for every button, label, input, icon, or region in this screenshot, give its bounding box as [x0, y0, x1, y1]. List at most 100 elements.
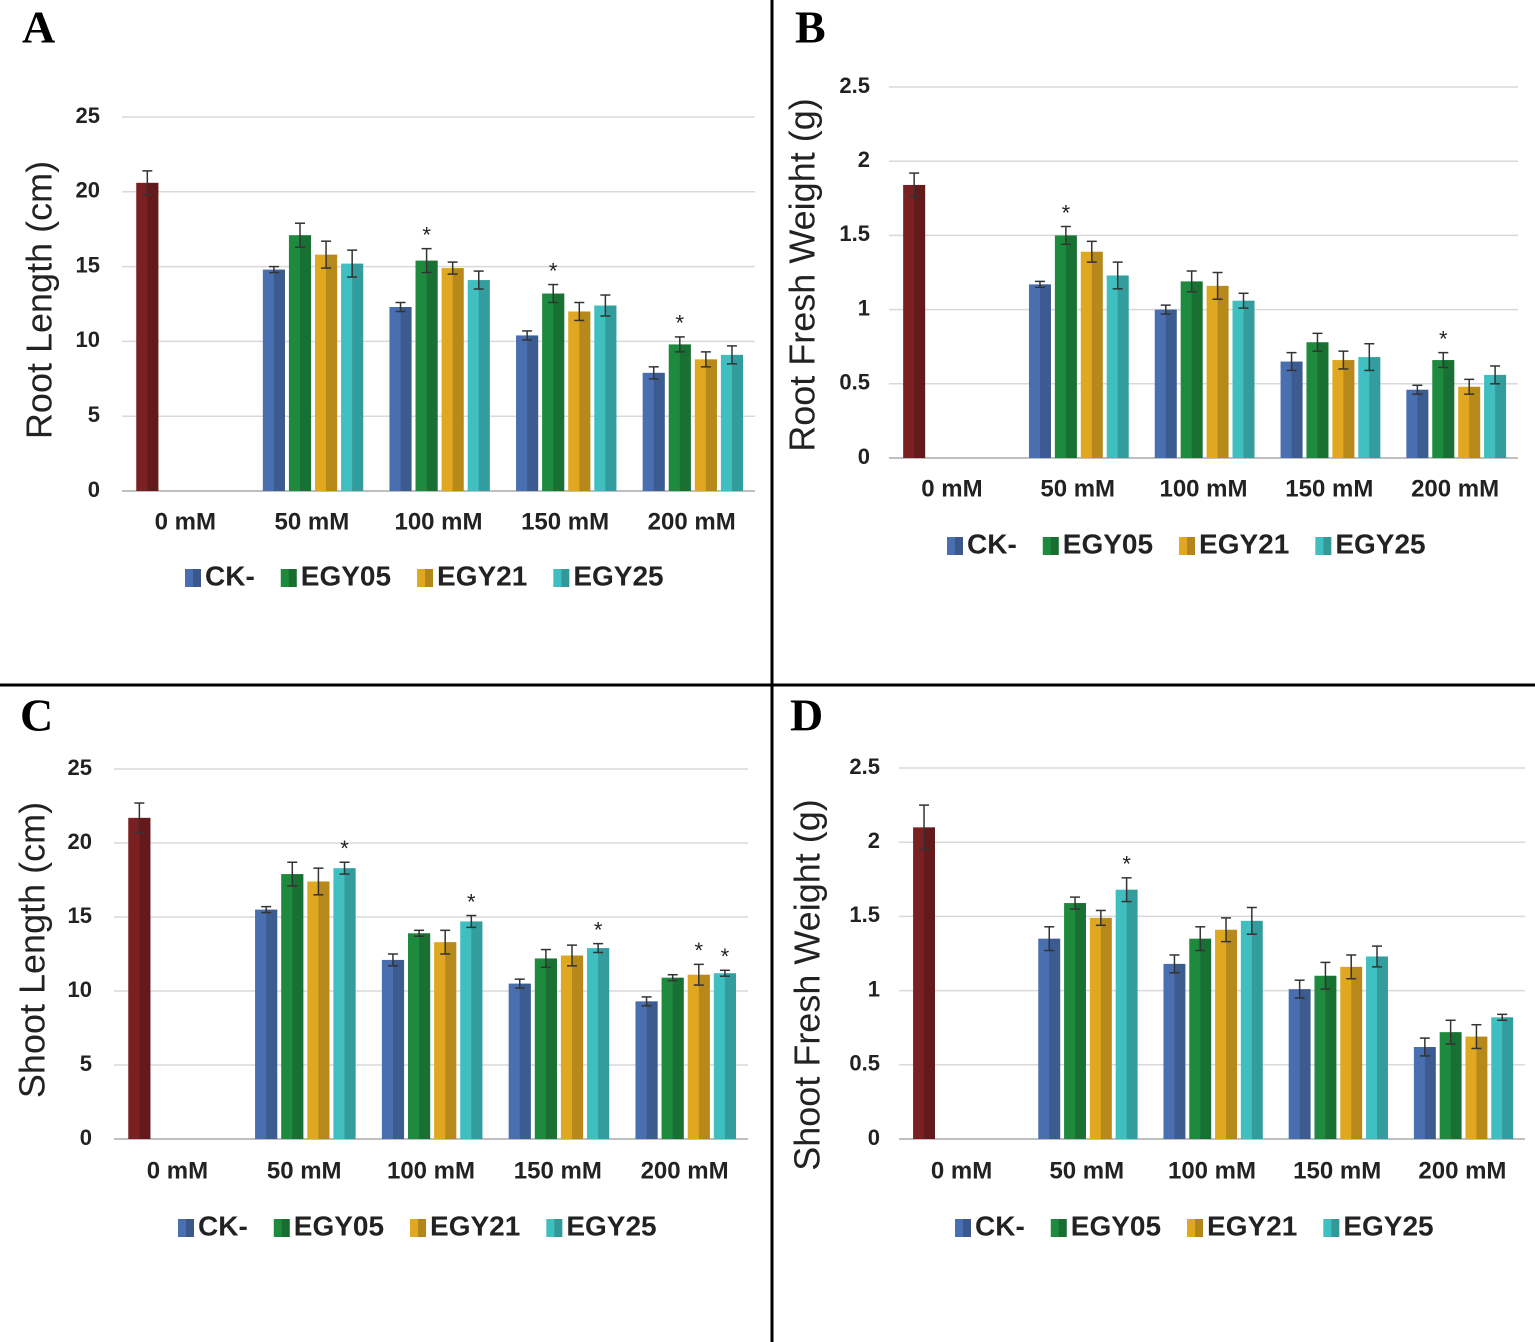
bar-shade — [579, 311, 591, 491]
bar — [136, 182, 159, 491]
bar — [1215, 929, 1237, 1139]
bar-shade — [1317, 342, 1329, 458]
bar-shade — [445, 942, 457, 1139]
bar — [687, 974, 710, 1139]
x-tick-label: 100 mM — [394, 508, 482, 535]
bar-shade — [326, 254, 338, 491]
bar — [903, 184, 926, 458]
bar-shade — [527, 335, 539, 491]
bar — [560, 955, 584, 1139]
bar-shade — [598, 948, 610, 1139]
y-tick-label: 2.5 — [839, 73, 870, 98]
bar-shade — [1174, 963, 1186, 1139]
legend-swatch-shade — [1323, 537, 1332, 555]
legend-swatch — [546, 1219, 563, 1237]
y-tick-label: 15 — [76, 252, 100, 277]
significance-marker: * — [721, 944, 730, 969]
bar — [1080, 251, 1103, 458]
bar — [720, 354, 744, 491]
bar — [1439, 1032, 1462, 1139]
y-tick-label: 1.5 — [839, 221, 870, 246]
x-tick-label: 0 mM — [921, 475, 982, 502]
bar-shade — [698, 974, 710, 1139]
bar-shade — [1039, 284, 1051, 458]
legend-swatch — [1042, 537, 1059, 555]
bar-shade — [273, 269, 285, 491]
legend-swatch-shade — [561, 569, 570, 587]
y-tick-label: 25 — [76, 103, 100, 128]
bar — [1089, 917, 1112, 1139]
x-tick-label: 50 mM — [275, 508, 350, 535]
legend-label: EGY25 — [566, 1210, 656, 1241]
bar — [694, 359, 717, 491]
y-axis-label: Root Fresh Weight (g) — [782, 98, 823, 451]
x-tick-label: 0 mM — [155, 508, 216, 535]
y-tick-label: 1.5 — [849, 902, 880, 927]
legend-label: EGY25 — [1343, 1210, 1433, 1241]
x-tick-label: 100 mM — [1159, 475, 1247, 502]
legend-label: CK- — [967, 528, 1017, 559]
bar — [1332, 360, 1355, 458]
legend-label: EGY05 — [1071, 1210, 1161, 1241]
bar — [1458, 386, 1481, 458]
legend-swatch — [185, 569, 201, 587]
bar — [1358, 357, 1381, 458]
legend-label: EGY21 — [1207, 1210, 1297, 1241]
legend-label: CK- — [198, 1210, 248, 1241]
y-tick-label: 2 — [868, 828, 880, 853]
bar-shade — [1502, 1017, 1514, 1139]
bar — [508, 983, 531, 1139]
x-tick-label: 50 mM — [267, 1157, 342, 1184]
x-tick-label: 100 mM — [1168, 1157, 1256, 1184]
significance-marker: * — [340, 836, 349, 861]
bar-shade — [1369, 357, 1381, 458]
x-tick-label: 0 mM — [931, 1157, 992, 1184]
x-tick-label: 150 mM — [1293, 1157, 1381, 1184]
legend-swatch — [553, 569, 570, 587]
legend-swatch-shade — [193, 569, 201, 587]
y-tick-label: 5 — [88, 402, 100, 427]
y-tick-label: 0 — [868, 1125, 880, 1150]
bar — [407, 933, 431, 1139]
bar-shade — [1075, 903, 1086, 1139]
bar — [568, 311, 591, 491]
bar — [661, 977, 684, 1139]
panel-letter: A — [22, 2, 55, 53]
bar-shade — [147, 182, 159, 491]
legend-swatch — [280, 569, 297, 587]
bar-shade — [452, 268, 464, 491]
significance-marker: * — [1062, 200, 1071, 225]
bar-shade — [392, 959, 405, 1139]
legend-swatch-shade — [1331, 1219, 1340, 1237]
legend-label: EGY25 — [573, 560, 663, 591]
bar — [1240, 920, 1263, 1139]
bar — [341, 263, 364, 491]
legend-swatch-shade — [418, 1219, 427, 1237]
legend-label: CK- — [205, 560, 255, 591]
bar — [1491, 1017, 1514, 1139]
x-tick-label: 150 mM — [514, 1157, 602, 1184]
legend-label: EGY21 — [437, 560, 527, 591]
y-tick-label: 20 — [76, 178, 100, 203]
bar-shade — [1443, 360, 1455, 458]
bar — [389, 306, 412, 491]
bar — [262, 269, 285, 491]
bar — [1432, 360, 1455, 458]
bar-shade — [1450, 1032, 1462, 1139]
bar-shade — [352, 263, 364, 491]
significance-marker: * — [1122, 852, 1131, 877]
bar — [587, 948, 610, 1139]
bar-shade — [924, 827, 935, 1139]
bar-shade — [1424, 1046, 1436, 1139]
bar — [434, 942, 457, 1139]
y-axis-label: Shoot Fresh Weight (g) — [787, 799, 828, 1171]
bar — [1406, 389, 1429, 458]
bar-shade — [1469, 386, 1481, 458]
bar — [441, 268, 464, 491]
bar-shade — [914, 184, 926, 458]
bar — [1314, 975, 1337, 1139]
legend-swatch-shade — [288, 569, 297, 587]
y-tick-label: 10 — [68, 977, 92, 1002]
bar — [460, 921, 483, 1139]
legend-swatch-shade — [1050, 537, 1059, 555]
